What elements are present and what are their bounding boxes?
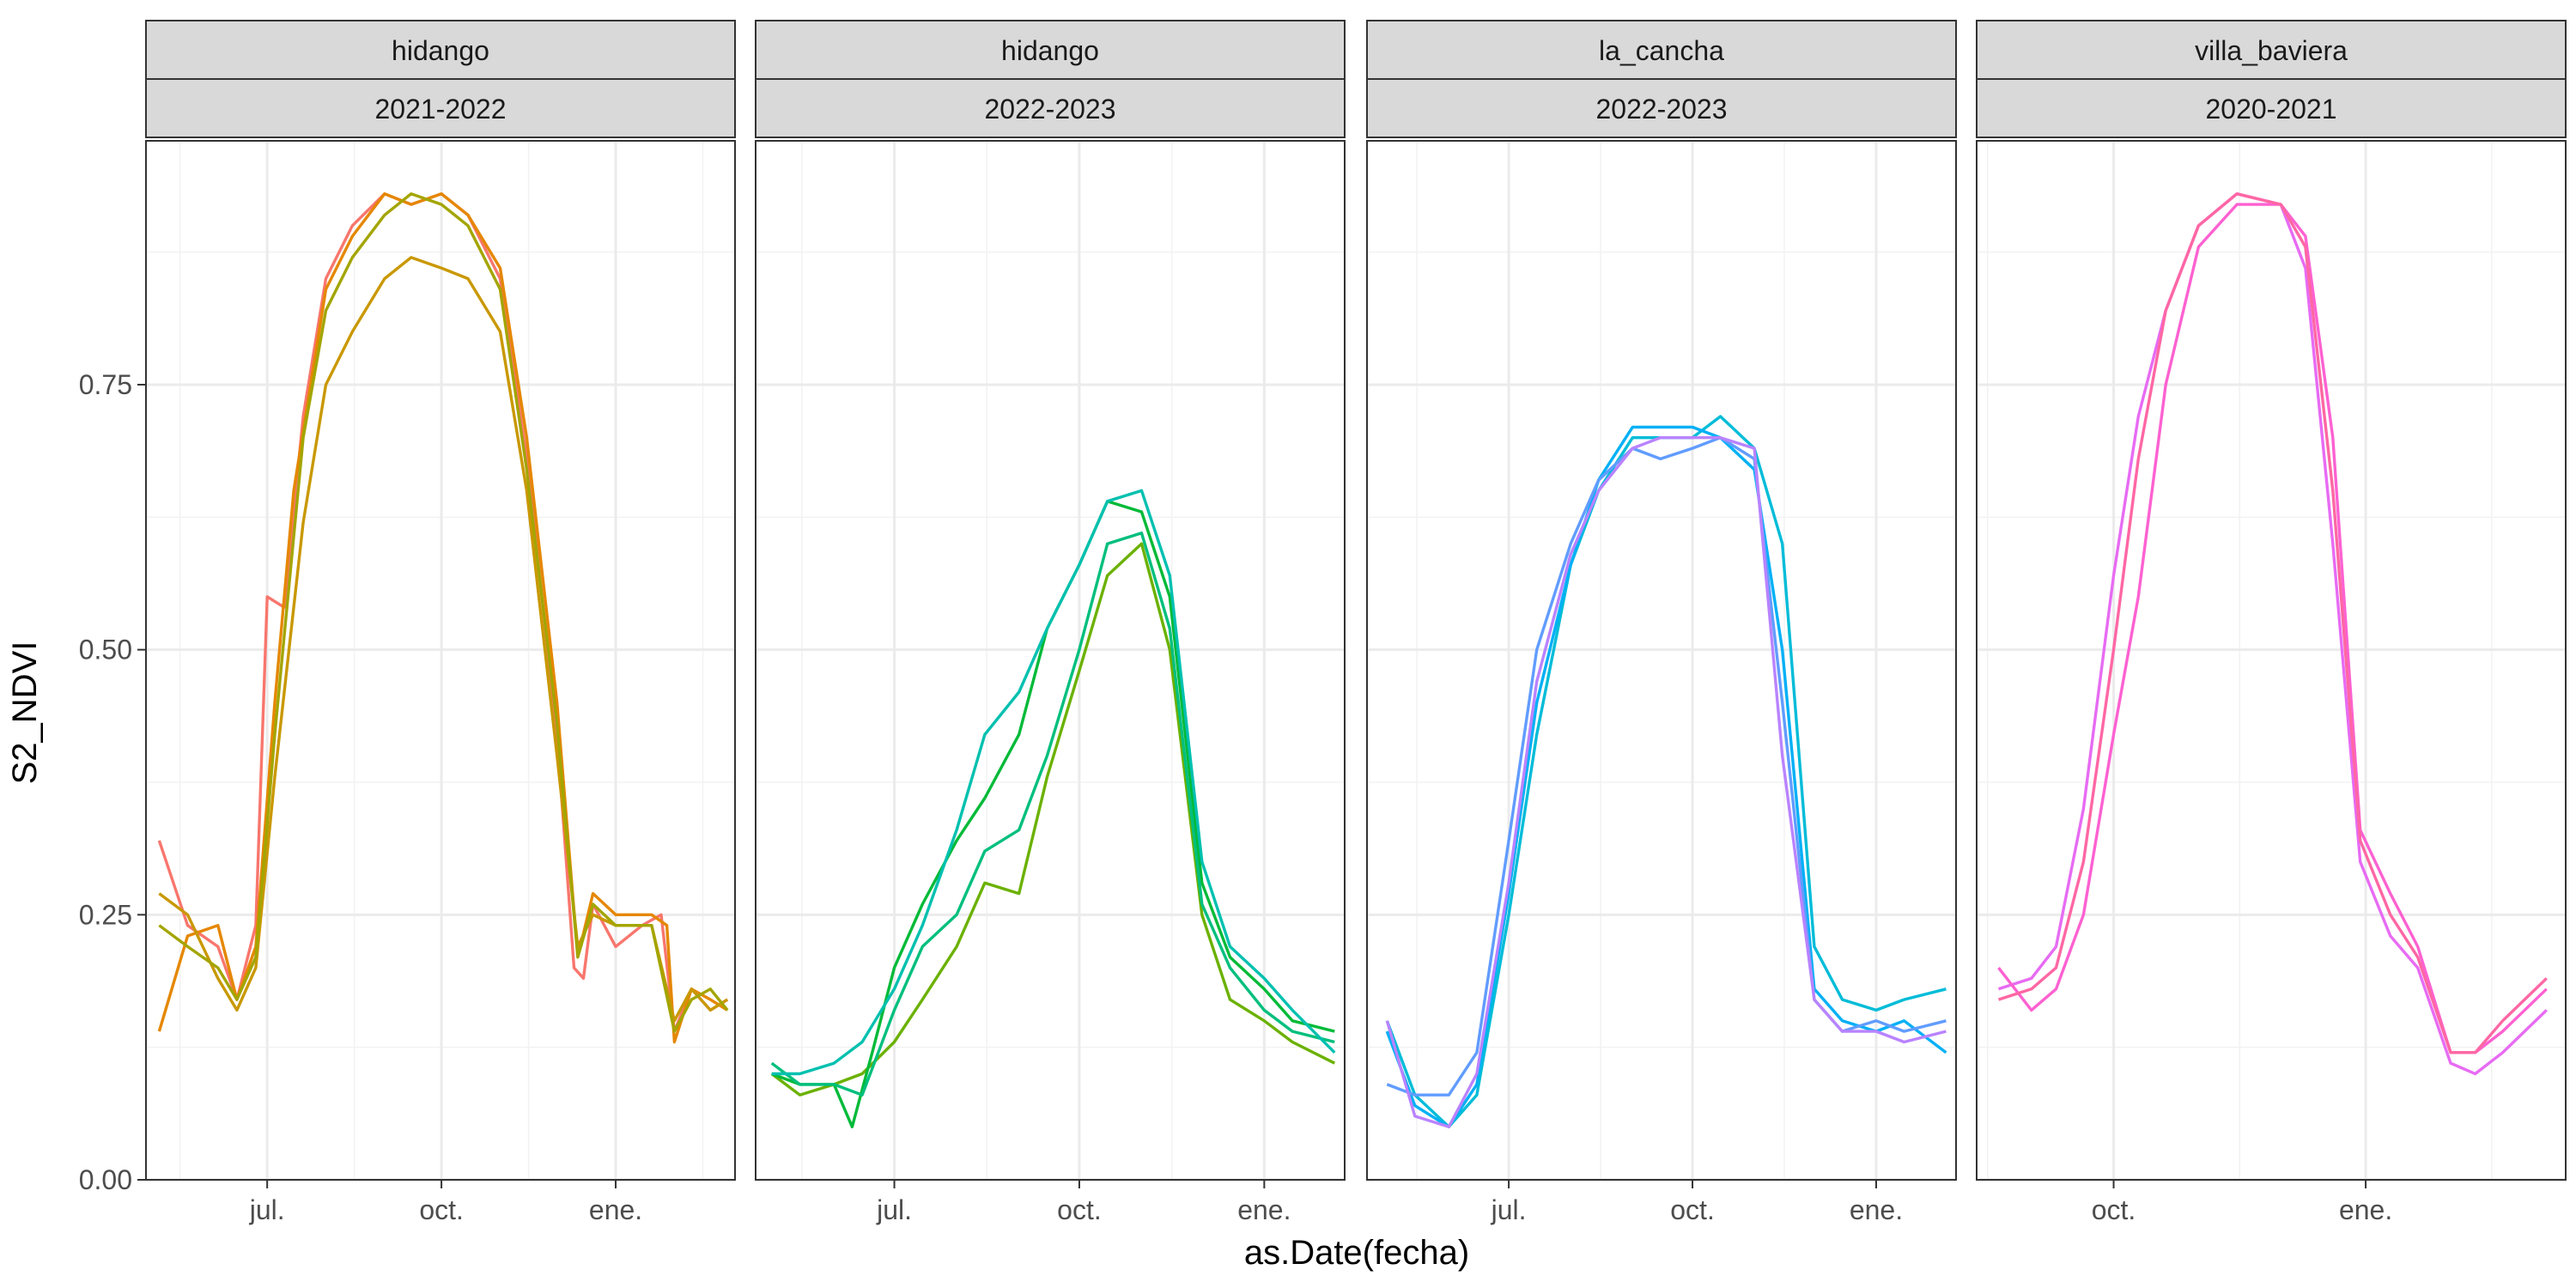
series-line: [1385, 415, 1947, 1128]
strip-bottom: [755, 78, 1346, 138]
x-tick-label: ene.: [1850, 1194, 1903, 1225]
series-line: [771, 500, 1335, 1128]
strip-top-label: hidango: [1001, 35, 1099, 66]
y-tick-label: 0.00: [79, 1164, 132, 1195]
facet-panel: hidango 2022-2023 jul. oct. ene.: [755, 20, 1346, 1225]
panel-border: [145, 140, 736, 1181]
strip-top-label: hidango: [392, 35, 489, 66]
strip-top: [1366, 20, 1957, 80]
x-tick-label: oct.: [2092, 1194, 2136, 1225]
y-axis-label: S2_NDVI: [6, 641, 44, 785]
series-line: [1385, 436, 1947, 1128]
series-line: [158, 192, 729, 1033]
strip-bottom: [1366, 78, 1957, 138]
strip-bottom-label: 2020-2021: [2205, 94, 2336, 125]
strip-top-label: la_cancha: [1599, 35, 1724, 66]
y-tick-label: 0.75: [79, 369, 132, 400]
strip-top-label: villa_baviera: [2195, 35, 2348, 66]
strip-bottom-label: 2022-2023: [984, 94, 1115, 125]
x-tick-label: oct.: [1670, 1194, 1715, 1225]
y-axis: 0.00 0.25 0.50 0.75: [79, 369, 146, 1195]
series-line: [771, 489, 1336, 1076]
series-line: [1385, 425, 1947, 1128]
series-line: [1997, 192, 2548, 1054]
panel-border: [1976, 140, 2567, 1181]
facet-panel: villa_baviera 2020-2021 oct. ene.: [1976, 20, 2567, 1225]
series-line: [157, 192, 729, 1033]
x-tick-label: ene.: [1237, 1194, 1291, 1225]
panel-border: [1366, 140, 1957, 1181]
facet-panels: hidango 2021-2022 jul. oct. ene. hidango 2022-…: [145, 20, 2567, 1225]
strip-top: [145, 20, 736, 80]
x-tick-label: jul.: [249, 1194, 285, 1225]
strip-top: [755, 20, 1346, 80]
x-axis-label: as.Date(fecha): [1244, 1234, 1469, 1272]
grid: [756, 141, 1345, 1182]
strip-top: [1976, 20, 2567, 80]
strip-bottom: [145, 78, 736, 138]
facet-panel: la_cancha 2022-2023 jul. oct. ene.: [1366, 20, 1957, 1225]
x-tick-label: ene.: [589, 1194, 642, 1225]
x-tick-label: oct.: [1057, 1194, 1102, 1225]
x-tick-label: jul.: [876, 1194, 912, 1225]
series-line: [770, 532, 1335, 1097]
strip-bottom-label: 2022-2023: [1595, 94, 1727, 125]
facet-panel: hidango 2021-2022 jul. oct. ene.: [145, 20, 736, 1225]
y-tick-label: 0.25: [79, 899, 132, 930]
panel-border: [755, 140, 1346, 1181]
series-line: [1997, 192, 2548, 1076]
series-line: [158, 256, 729, 1023]
series-line: [1997, 203, 2548, 1054]
strip-bottom-label: 2021-2022: [374, 94, 506, 125]
grid: [1977, 141, 2566, 1182]
grid: [146, 141, 735, 1182]
y-tick-label: 0.50: [79, 635, 132, 665]
strip-bottom: [1976, 78, 2567, 138]
x-tick-label: ene.: [2339, 1194, 2392, 1225]
x-tick-label: oct.: [419, 1194, 464, 1225]
x-tick-label: jul.: [1491, 1194, 1527, 1225]
series-line: [770, 542, 1336, 1097]
series-line: [1386, 436, 1947, 1097]
